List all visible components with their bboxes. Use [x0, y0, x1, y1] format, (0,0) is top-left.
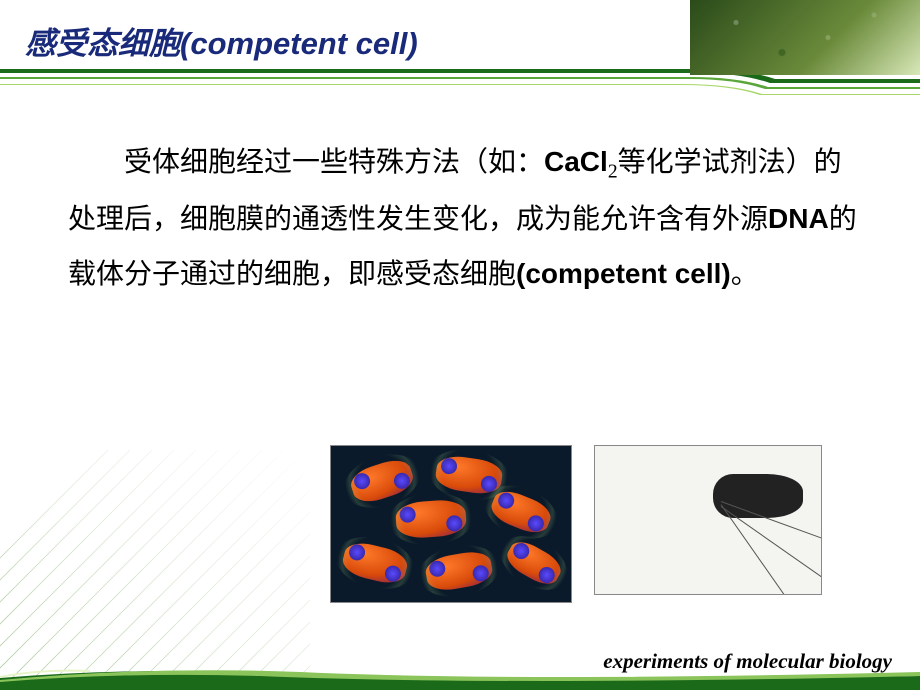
body-sub2: 2	[608, 162, 618, 183]
body-cacl2: CaCl	[544, 146, 608, 177]
footer-caption: experiments of molecular biology	[603, 649, 892, 674]
bacterium-cell	[395, 499, 467, 540]
body-dna: DNA	[768, 203, 829, 234]
corner-nature-photo	[690, 0, 920, 75]
body-paragraph: 受体细胞经过一些特殊方法（如：CaCl2等化学试剂法）的处理后，细胞膜的通透性发…	[68, 135, 858, 303]
image-row	[330, 445, 822, 603]
bacterium-cell	[502, 536, 565, 590]
bacterium-cell	[487, 486, 555, 538]
bacteria-fluorescence-image	[330, 445, 572, 603]
body-seg-1: 受体细胞经过一些特殊方法（如：	[124, 147, 544, 178]
bacterium-cell	[340, 539, 410, 587]
body-competent: (competent cell)	[516, 258, 731, 289]
body-seg-4: 。	[731, 259, 759, 290]
page-title: 感受态细胞(competent cell)	[25, 18, 418, 63]
bacterium-cell	[424, 549, 495, 594]
bacteria-em-image	[594, 445, 822, 595]
